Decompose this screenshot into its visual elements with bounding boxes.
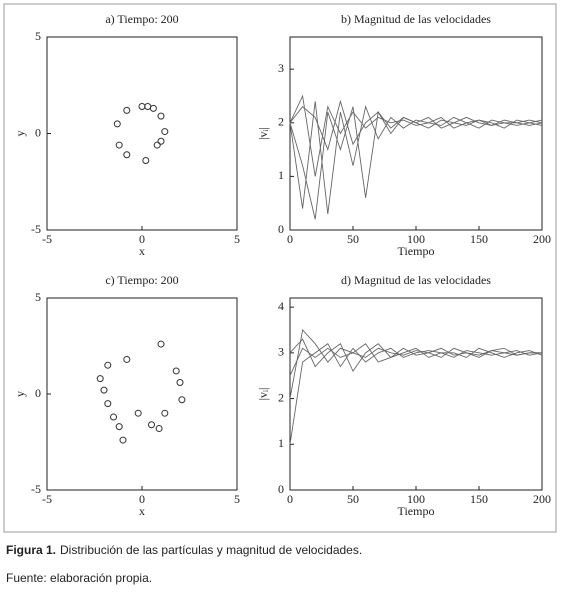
- particle: [161, 409, 169, 417]
- x-axis-label: Tiempo: [398, 504, 435, 518]
- x-tick-label: 200: [533, 232, 551, 246]
- plot-frame: [289, 297, 543, 491]
- x-tick-label: 0: [139, 232, 145, 246]
- y-tick-label: 0: [278, 222, 284, 236]
- particle: [172, 367, 180, 375]
- x-tick-label: 0: [287, 232, 293, 246]
- particle: [96, 375, 104, 383]
- particle: [100, 386, 108, 394]
- x-tick-label: -5: [42, 232, 52, 246]
- particle: [110, 413, 117, 421]
- particle: [148, 421, 155, 429]
- x-tick-label: 100: [407, 232, 425, 246]
- chart-title: c) Tiempo: 200: [105, 273, 178, 287]
- particle: [119, 436, 127, 444]
- particle: [104, 400, 112, 408]
- plot-frame: [289, 36, 543, 231]
- velocity-line: [289, 338, 543, 373]
- particle: [134, 409, 142, 417]
- particle: [176, 378, 184, 386]
- y-tick-label: 3: [278, 345, 284, 359]
- particle: [178, 396, 186, 404]
- particle: [115, 141, 123, 149]
- chart-title: b) Magnitud de las velocidades: [341, 12, 491, 26]
- y-tick-label: 5: [35, 290, 41, 304]
- source-note: Fuente: elaboración propia.: [6, 571, 152, 585]
- x-tick-label: 0: [139, 492, 145, 506]
- y-tick-label: 5: [35, 29, 41, 43]
- particle: [157, 137, 165, 145]
- y-tick-label: 0: [278, 482, 284, 496]
- y-tick-label: 1: [278, 168, 284, 182]
- particle: [155, 425, 163, 433]
- x-tick-label: 5: [234, 232, 240, 246]
- x-tick-label: 150: [470, 232, 488, 246]
- x-tick-label: 200: [533, 492, 551, 506]
- chart-title: d) Magnitud de las velocidades: [341, 273, 491, 287]
- x-tick-label: 5: [234, 492, 240, 506]
- particle: [144, 102, 152, 110]
- y-tick-label: 1: [278, 436, 284, 450]
- caption: Figura 1. Distribución de las partículas …: [6, 543, 362, 557]
- y-tick-label: 0: [35, 125, 41, 139]
- x-axis-label: Tiempo: [398, 244, 435, 258]
- velocity-line: [289, 106, 543, 220]
- x-tick-label: 100: [407, 492, 425, 506]
- y-axis-label: y: [13, 391, 27, 397]
- x-tick-label: 0: [287, 492, 293, 506]
- caption-text: Distribución de las partículas y magnitu…: [60, 543, 362, 557]
- particle: [142, 157, 150, 165]
- particle: [123, 151, 131, 159]
- particle: [104, 361, 112, 369]
- velocity-line: [289, 343, 542, 376]
- x-axis-label: x: [139, 504, 145, 518]
- y-tick-label: 2: [278, 115, 284, 129]
- x-tick-label: 50: [347, 492, 359, 506]
- figure-frame: [3, 3, 557, 533]
- particle: [138, 102, 146, 110]
- particle: [113, 120, 121, 128]
- y-tick-label: 3: [278, 61, 284, 75]
- caption-label: Figura 1.: [6, 543, 56, 557]
- particle: [123, 106, 131, 114]
- x-tick-label: 150: [470, 492, 488, 506]
- particle: [157, 112, 165, 120]
- particle: [149, 104, 157, 112]
- velocity-line: [289, 94, 543, 177]
- y-tick-label: -5: [31, 222, 41, 236]
- y-tick-label: 4: [278, 299, 284, 313]
- y-axis-label: |vᵢ|: [256, 127, 270, 140]
- x-tick-label: 50: [347, 232, 359, 246]
- particle: [123, 355, 131, 363]
- particle: [115, 423, 123, 431]
- particle: [161, 128, 169, 136]
- particle: [157, 340, 165, 348]
- velocity-line: [289, 343, 543, 445]
- velocity-line: [289, 101, 543, 214]
- x-axis-label: x: [139, 244, 145, 258]
- plot-frame: [46, 297, 238, 491]
- y-tick-label: -5: [31, 482, 41, 496]
- y-axis-label: |vᵢ|: [256, 388, 270, 401]
- x-tick-label: -5: [42, 492, 52, 506]
- y-tick-label: 2: [278, 390, 284, 404]
- y-axis-label: y: [13, 131, 27, 137]
- velocity-line: [289, 329, 542, 399]
- particle: [153, 141, 161, 149]
- chart-title: a) Tiempo: 200: [105, 12, 178, 26]
- plot-frame: [46, 36, 238, 231]
- y-tick-label: 0: [35, 386, 41, 400]
